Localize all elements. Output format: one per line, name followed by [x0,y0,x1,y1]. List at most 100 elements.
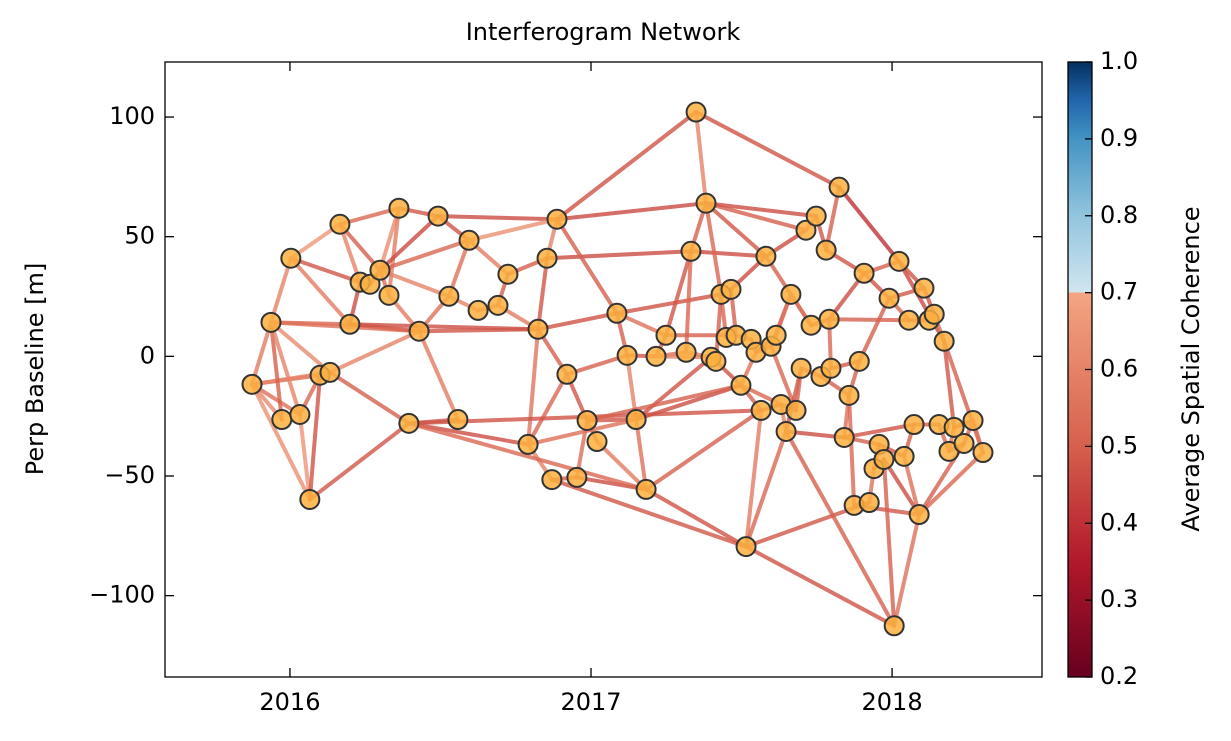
acquisition-point [541,469,563,491]
edge [327,370,411,426]
acquisition-point [820,357,842,379]
acquisition-point [378,284,400,306]
acquisition-point [289,403,311,425]
edge [942,339,957,430]
edge [327,329,422,375]
acquisition-point [695,192,717,214]
edge [554,201,709,222]
y-axis-label: Perp Baseline [m] [21,263,49,476]
edge [526,372,569,447]
x-tick-label: 2016 [259,688,320,716]
edge [614,292,724,316]
edge [824,185,842,253]
acquisition-point [280,247,302,269]
plot-frame [164,61,1043,678]
acquisition-point [828,176,850,198]
edge [892,512,922,628]
edge [406,421,649,492]
acquisition-point [873,448,895,470]
acquisition-point [655,324,677,346]
acquisition-point [497,263,519,285]
edge [417,329,460,422]
edge [307,373,323,502]
acquisition-point [848,350,870,372]
acquisition-point [730,374,752,396]
acquisition-point [388,197,410,219]
edge [847,393,857,508]
acquisition-point [883,615,905,637]
acquisition-point [775,420,797,442]
edge [307,421,411,502]
edge [644,487,749,549]
colorbar-tick-label: 1.0 [1100,47,1138,75]
acquisition-point [329,213,351,235]
edge [549,477,749,549]
edge [564,353,630,377]
acquisition-point [616,344,638,366]
edge [526,327,541,447]
acquisition-point [898,309,920,331]
edge [704,201,819,219]
acquisition-point [903,414,925,436]
edge [634,355,714,422]
acquisition-point [645,345,667,367]
y-tick-label: 100 [109,102,155,130]
acquisition-point [447,409,469,431]
edge [595,439,649,492]
acquisition-point [858,492,880,514]
colorbar-label: Average Spatial Coherence [1177,206,1205,531]
acquisition-point [546,208,568,230]
acquisition-point [556,363,578,385]
edge [842,422,917,440]
colorbar-tick-label: 0.3 [1100,585,1138,613]
colorbar-tick-label: 0.5 [1100,431,1138,459]
edge [704,201,808,233]
edge [585,383,743,423]
edge [268,256,293,325]
colorbar-tick-label: 0.9 [1100,124,1138,152]
x-tick-label: 2017 [560,688,621,716]
edge [896,259,947,344]
acquisition-point [755,245,777,267]
y-tick-label: −100 [89,581,155,609]
acquisition-point [780,283,802,305]
edge [436,214,559,222]
acquisition-point [735,536,757,558]
acquisition-point [606,302,628,324]
edge [297,412,312,502]
edge [634,417,649,492]
edge [694,110,709,206]
acquisition-point [962,409,984,431]
acquisition-point [805,205,827,227]
acquisition-point [319,361,341,383]
acquisition-point [675,341,697,363]
acquisition-point [953,432,975,454]
edge [288,256,352,327]
edge [704,201,768,259]
edge [663,249,693,338]
edge [526,417,639,447]
acquisition-point [517,433,539,455]
edge [288,256,363,285]
acquisition-point [260,311,282,333]
edge [268,320,332,375]
edge [744,429,789,549]
acquisition-point [750,399,772,421]
edge [881,457,922,517]
edge [377,214,441,273]
colorbar-tick-label: 0.8 [1100,201,1138,229]
edge [694,110,842,190]
edge [268,320,302,417]
acquisition-point [790,357,812,379]
acquisition-point [635,478,657,500]
acquisition-point [339,313,361,335]
edge [917,450,985,517]
edge [377,238,472,273]
acquisition-point [487,294,509,316]
chart-title: Interferogram Network [466,18,741,46]
colorbar-tick-label: 0.2 [1100,662,1138,690]
edge [704,201,724,297]
edge [250,382,312,502]
acquisition-point [527,318,549,340]
